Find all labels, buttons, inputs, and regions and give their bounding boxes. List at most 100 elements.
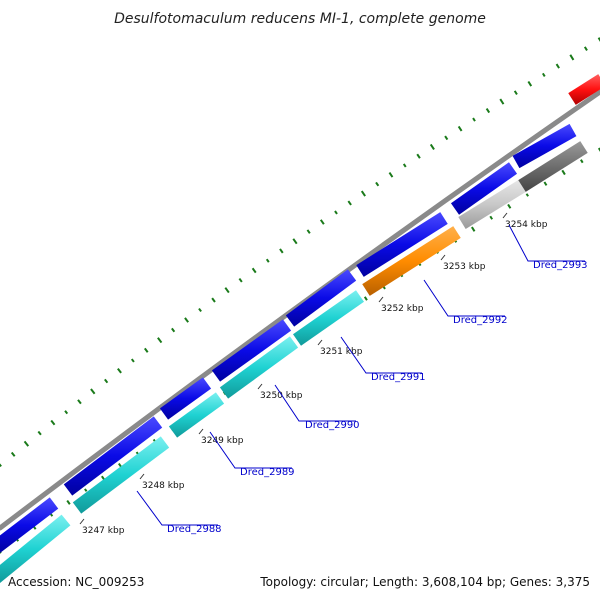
reverse-gene-segment[interactable] [568, 74, 600, 105]
gene-leader-line [340, 336, 422, 374]
ruler-tick-label: 3254 kbp [505, 220, 548, 230]
kbp-ruler: 3247 kbp 3248 kbp 3249 kbp 3250 kbp 3251 kbp… [79, 212, 548, 536]
gc-mark [251, 267, 257, 274]
gc-mark [0, 550, 2, 554]
genome-summary: Topology: circular; Length: 3,608,104 bp… [259, 575, 590, 589]
map-title: Desulfotomaculum reducens MI-1, complete… [114, 11, 486, 27]
ruler-tick-label: 3248 kbp [142, 481, 185, 491]
gc-mark [347, 200, 352, 206]
gc-mark [101, 475, 105, 481]
gc-mark [224, 287, 230, 294]
reverse-gene-segment[interactable] [219, 336, 299, 399]
gc-mark [485, 108, 491, 114]
gc-mark [319, 219, 325, 225]
gene-label[interactable]: Dred_2988 [167, 524, 222, 535]
ruler-tick-label: 3251 kbp [320, 347, 363, 357]
gc-mark [64, 410, 69, 415]
gc-mark [184, 317, 189, 323]
reverse-gene-segment[interactable] [518, 141, 588, 192]
ruler-tick [257, 383, 263, 390]
ruler-tick [502, 212, 508, 219]
gc-mark [23, 440, 30, 447]
gc-mark [416, 153, 421, 159]
forward-gene-segment[interactable] [0, 497, 59, 553]
forward-gene-segment[interactable] [285, 269, 357, 327]
gc-mark [50, 419, 56, 426]
gene-labels: Dred_2988 Dred_2989 Dred_2990 Dred_2991 Dred… [136, 224, 588, 535]
reverse-gene-segment[interactable] [458, 180, 526, 229]
gc-mark [489, 215, 493, 220]
forward-gene-segment[interactable] [63, 416, 163, 496]
gc-mark [37, 430, 42, 436]
gc-mark [77, 399, 82, 405]
gene-label[interactable]: Dred_2991 [371, 372, 426, 383]
gc-mark [0, 463, 2, 468]
gc-mark [583, 46, 588, 51]
gene-leader-line [508, 224, 585, 262]
gc-mark [375, 181, 380, 187]
ruler-tick [378, 296, 384, 303]
gc-mark [597, 147, 600, 152]
ruler-tick-label: 3253 kbp [443, 262, 486, 272]
gc-mark [513, 90, 518, 95]
gc-mark [84, 488, 88, 492]
gc-mark [363, 296, 368, 301]
gc-mark [472, 117, 476, 122]
ruler-tick-label: 3249 kbp [201, 436, 244, 446]
gc-mark [66, 500, 71, 505]
ruler-tick-label: 3250 kbp [260, 391, 303, 401]
gc-mark [104, 378, 109, 384]
gc-mark [157, 337, 163, 344]
gene-label[interactable]: Dred_2992 [453, 315, 508, 326]
gc-mark [527, 80, 533, 87]
gene-label[interactable]: Dred_2989 [240, 467, 295, 478]
forward-gene-segment[interactable] [450, 162, 518, 215]
gc-mark [130, 358, 135, 363]
gc-mark [388, 171, 394, 178]
forward-strand-genes [0, 123, 577, 553]
gc-mark [360, 190, 366, 197]
gc-mark [444, 135, 449, 141]
gc-mark [238, 277, 243, 283]
ruler-tick [139, 473, 145, 480]
ruler-tick-label: 3247 kbp [82, 526, 125, 536]
forward-gene-segment[interactable] [159, 377, 212, 420]
gc-mark [525, 193, 529, 197]
gene-leader-line [136, 490, 218, 526]
reverse-gene-segment[interactable] [292, 290, 365, 346]
ruler-tick [198, 428, 204, 435]
gc-mark [90, 388, 96, 395]
gene-label[interactable]: Dred_2993 [533, 260, 588, 271]
gc-mark [171, 327, 176, 333]
gc-mark [597, 37, 600, 42]
forward-gene-segment[interactable] [356, 212, 448, 277]
gene-leader-line [274, 384, 356, 422]
gc-mark [198, 307, 202, 313]
reverse-strand-genes [0, 74, 600, 583]
gc-mark [265, 258, 270, 263]
gc-mark [402, 163, 407, 168]
gc-mark [117, 367, 122, 374]
forward-gene-segment[interactable] [211, 319, 292, 382]
gc-mark [555, 63, 560, 69]
reverse-gene-segment[interactable] [72, 436, 170, 514]
accession-label: Accession: NC_009253 [8, 575, 144, 589]
gc-mark [306, 229, 311, 234]
gene-label[interactable]: Dred_2990 [305, 420, 360, 431]
gc-mark [507, 203, 512, 209]
gc-mark [569, 54, 575, 61]
reverse-gene-segment[interactable] [0, 514, 71, 584]
gc-mark [429, 143, 435, 151]
gc-mark [499, 98, 505, 105]
gene-leader-line [209, 431, 292, 469]
reverse-gene-segment[interactable] [362, 226, 461, 296]
forward-gene-segment[interactable] [512, 123, 577, 169]
gc-mark [292, 238, 298, 245]
gc-mark [334, 210, 338, 215]
ruler-tick [317, 339, 323, 346]
reverse-gene-segment[interactable] [168, 392, 225, 438]
gc-content-outer-track [0, 37, 600, 468]
gc-mark [541, 72, 546, 77]
gene-leader-line [423, 279, 505, 317]
